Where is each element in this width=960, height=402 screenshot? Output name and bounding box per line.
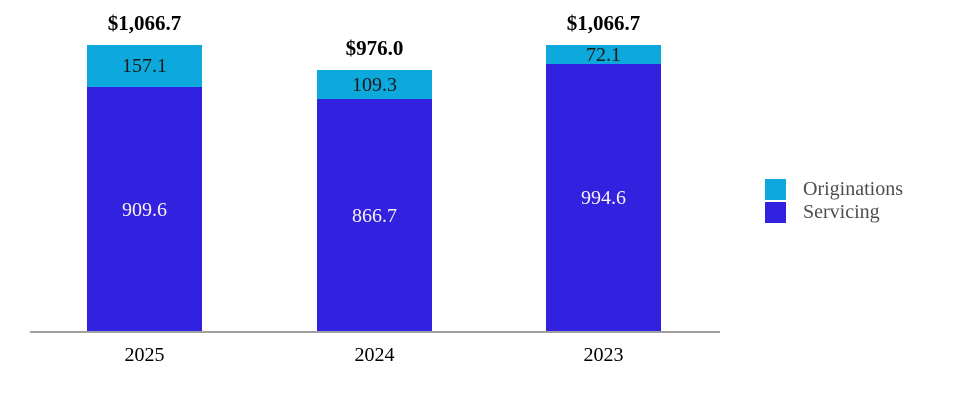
bar-total-label: $1,066.7 xyxy=(107,11,182,35)
legend-item-servicing: Servicing xyxy=(765,202,903,223)
legend-item-originations: Originations xyxy=(765,179,903,200)
originations-value-label: 72.1 xyxy=(586,43,621,66)
legend: Originations Servicing xyxy=(765,179,903,223)
legend-label-servicing: Servicing xyxy=(803,201,880,223)
bar-total-label: $1,066.7 xyxy=(566,11,641,35)
bar-total-label: $976.0 xyxy=(345,36,404,60)
servicing-value-label: 994.6 xyxy=(581,187,626,209)
servicing-value-label: 866.7 xyxy=(352,204,397,227)
bar-group-2024: $976.0 109.3 866.7 xyxy=(317,36,432,332)
originations-swatch-icon xyxy=(765,179,786,200)
originations-value-label: 109.3 xyxy=(352,73,397,96)
servicing-segment: 994.6 xyxy=(546,64,661,332)
category-label-2023: 2023 xyxy=(583,344,624,366)
bar-group-2025: $1,066.7 157.1 909.6 xyxy=(87,11,202,332)
servicing-value-label: 909.6 xyxy=(122,198,167,221)
originations-segment: 157.1 xyxy=(87,45,202,87)
legend-label-originations: Originations xyxy=(803,178,903,200)
servicing-segment: 866.7 xyxy=(317,99,432,332)
bar-group-2023: $1,066.7 72.1 994.6 xyxy=(546,11,661,332)
category-label-2025: 2025 xyxy=(124,344,165,366)
originations-value-label: 157.1 xyxy=(122,55,167,77)
servicing-swatch-icon xyxy=(765,202,786,223)
originations-segment: 72.1 xyxy=(546,43,661,66)
servicing-segment: 909.6 xyxy=(87,87,202,332)
category-label-2024: 2024 xyxy=(354,344,395,366)
x-axis-line xyxy=(30,331,720,333)
originations-segment: 109.3 xyxy=(317,70,432,99)
